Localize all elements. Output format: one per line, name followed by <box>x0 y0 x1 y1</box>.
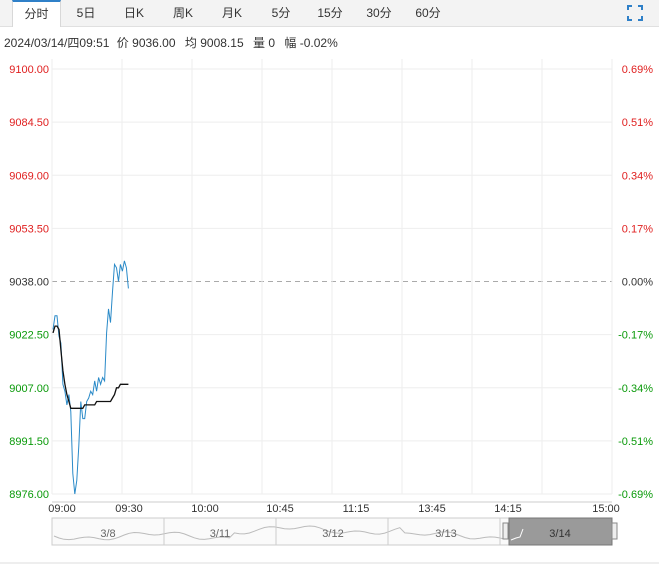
x-tick-label: 14:15 <box>494 503 522 515</box>
x-tick-label: 10:00 <box>191 503 219 515</box>
volume-label: 量 <box>252 36 265 50</box>
navigator-date-label: 3/8 <box>100 528 115 540</box>
tab-5min[interactable]: 5分 <box>271 6 291 20</box>
navigator-date-label: 3/14 <box>549 528 570 540</box>
navigator-selection <box>508 517 613 546</box>
x-tick-label: 15:00 <box>592 503 620 515</box>
y-tick-label-left: 9022.50 <box>9 330 49 342</box>
x-tick-label: 13:45 <box>418 503 446 515</box>
y-tick-label-right: -0.51% <box>618 436 653 448</box>
y-tick-label-right: 0.34% <box>622 170 653 182</box>
price-value: 9036.00 <box>132 36 176 50</box>
tab-60min[interactable]: 60分 <box>415 6 441 20</box>
volume-value: 0 <box>268 36 276 50</box>
navigator-date-label: 3/11 <box>210 528 231 540</box>
y-tick-label-right: -0.17% <box>618 330 653 342</box>
y-tick-label-left: 9038.00 <box>9 277 49 289</box>
y-tick-label-left: 8991.50 <box>9 436 49 448</box>
x-tick-label: 11:15 <box>343 503 370 515</box>
price-line <box>52 260 129 495</box>
right-handle-icon[interactable] <box>611 522 618 540</box>
y-tick-label-right: 0.51% <box>622 117 653 129</box>
avg-value: 9008.15 <box>200 36 244 50</box>
y-tick-label-left: 9053.50 <box>9 223 49 235</box>
x-tick-label: 10:45 <box>266 503 294 515</box>
avg-label: 均 <box>184 36 197 50</box>
y-tick-label-right: -0.34% <box>618 383 653 395</box>
y-tick-label-left: 8976.00 <box>9 489 49 501</box>
navigator-selection-line <box>510 528 524 541</box>
y-tick-label-right: 0.17% <box>622 223 653 235</box>
navigator-date-label: 3/13 <box>435 528 456 540</box>
tab-15min[interactable]: 15分 <box>317 6 343 20</box>
x-tick-label: 09:00 <box>48 503 76 515</box>
navigator-date-label: 3/12 <box>322 528 343 540</box>
y-tick-label-right: 0.69% <box>622 64 653 76</box>
tab-daily-k[interactable]: 日K <box>123 6 144 20</box>
y-tick-label-left: 9007.00 <box>9 383 49 395</box>
tab-30min[interactable]: 30分 <box>366 6 392 20</box>
avg-price-line <box>52 325 129 409</box>
expand-icon[interactable] <box>627 5 643 21</box>
tab-5day[interactable]: 5日 <box>76 6 96 20</box>
tab-monthly-k[interactable]: 月K <box>221 6 242 20</box>
y-tick-label-left: 9100.00 <box>9 64 49 76</box>
change-value: -0.02% <box>299 36 338 50</box>
quote-datetime: 2024/03/14/四09:51 <box>4 36 110 50</box>
left-handle-icon[interactable] <box>502 522 509 540</box>
tab-weekly-k[interactable]: 周K <box>172 6 193 20</box>
y-tick-label-right: -0.69% <box>618 489 653 501</box>
tab-intraday[interactable]: 分时 <box>12 0 61 27</box>
x-tick-label: 09:30 <box>115 503 143 515</box>
period-tab-bar: 分时 5日 日K 周K 月K 5分 15分 30分 60分 <box>0 0 659 27</box>
quote-info-bar: 2024/03/14/四09:51 价 9036.00 均 9008.15 量 … <box>4 34 338 51</box>
y-tick-label-right: 0.00% <box>622 277 653 289</box>
y-tick-label-left: 9069.00 <box>9 170 49 182</box>
change-label: 幅 <box>284 36 297 50</box>
price-label: 价 <box>116 36 129 50</box>
y-tick-label-left: 9084.50 <box>9 117 49 129</box>
navigator-history-line <box>53 525 506 541</box>
